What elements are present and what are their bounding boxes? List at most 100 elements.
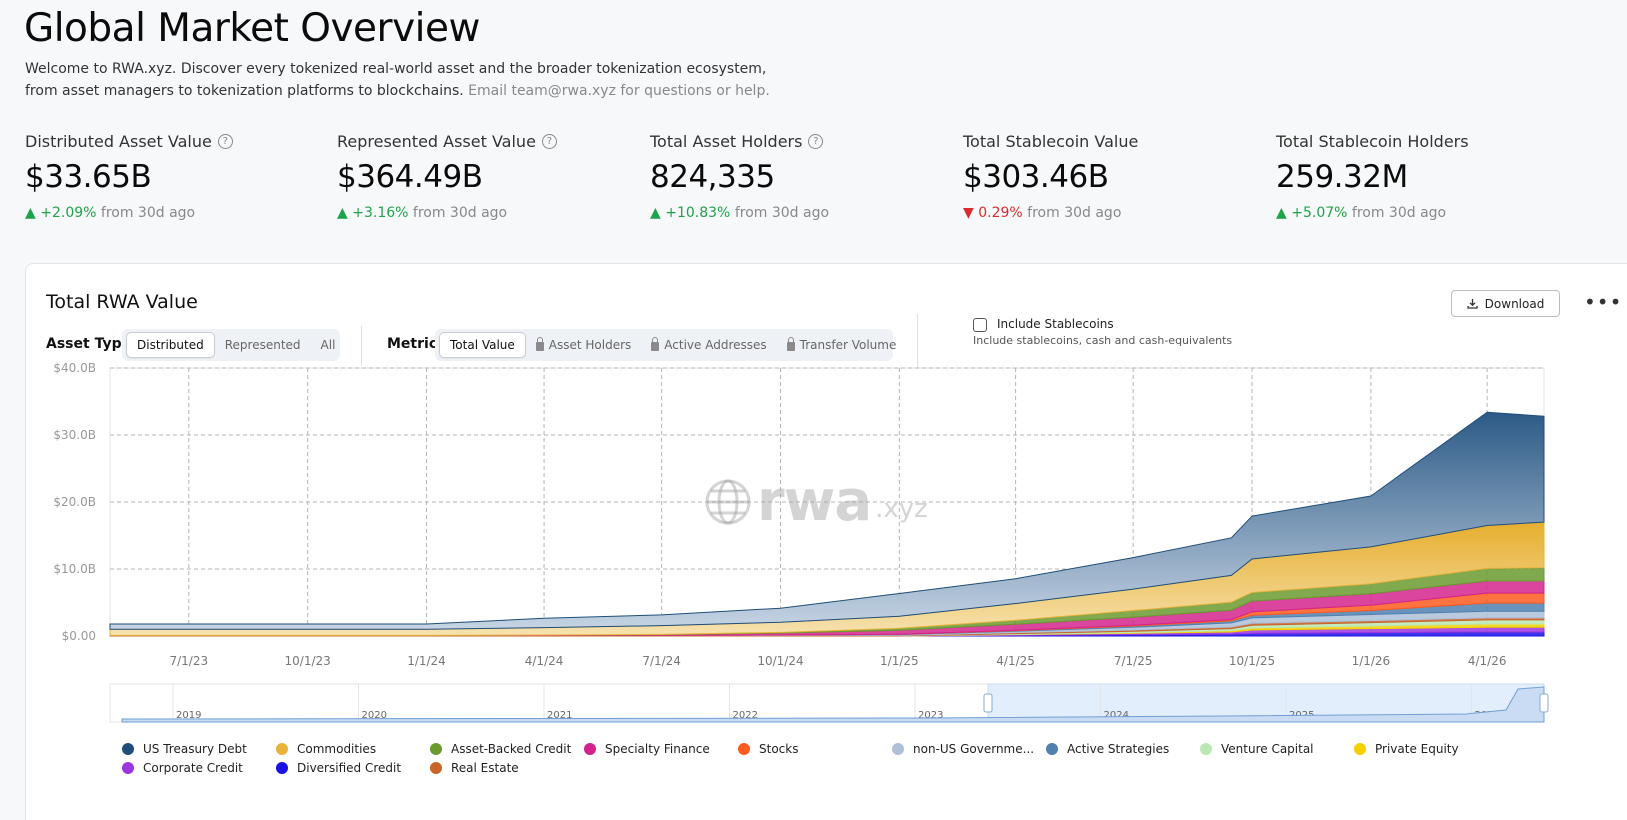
legend-item[interactable]: Specialty Finance (584, 742, 710, 756)
stat-since: from 30d ago (100, 205, 196, 221)
more-options-icon[interactable]: ••• (1584, 290, 1623, 314)
stat-label: Total Stablecoin Holders (1276, 132, 1469, 151)
legend-swatch (1200, 743, 1212, 755)
stat-since: from 30d ago (412, 205, 508, 221)
stat-total-stablecoin-holders: Total Stablecoin Holders 259.32M ▲ +5.07… (1276, 132, 1469, 221)
metric-asset-holders[interactable]: Asset Holders (526, 333, 642, 357)
legend-label: Real Estate (451, 761, 519, 775)
rwa-watermark: rwa .xyz (703, 469, 928, 534)
metric-total-value[interactable]: Total Value (439, 332, 526, 358)
legend-swatch (276, 743, 288, 755)
help-icon[interactable]: ? (217, 134, 233, 149)
legend-item[interactable]: non-US Governme... (892, 742, 1034, 756)
up-arrow-icon: ▲ (337, 205, 348, 221)
email-link[interactable]: Email team@rwa.xyz for questions or help… (468, 83, 770, 99)
download-icon (1467, 299, 1478, 309)
navigator-year-label: 2020 (362, 710, 387, 721)
stat-value: 259.32M (1276, 159, 1408, 195)
legend-item[interactable]: Asset-Backed Credit (430, 742, 571, 756)
navigator-sparkline (121, 686, 1545, 723)
asset-type-distributed[interactable]: Distributed (126, 332, 215, 358)
legend-label: Specialty Finance (605, 742, 710, 756)
up-arrow-icon: ▲ (650, 205, 661, 221)
stat-total-asset-holders: Total Asset Holders? 824,335 ▲ +10.83% f… (650, 132, 829, 221)
asset-type-represented[interactable]: Represented (224, 338, 301, 352)
x-tick-label: 7/1/25 (1114, 654, 1153, 668)
stat-label: Represented Asset Value (337, 132, 536, 151)
help-icon[interactable]: ? (541, 134, 557, 149)
stat-change: +5.07% (1291, 205, 1348, 221)
navigator-year-label: 2021 (547, 710, 572, 721)
y-tick-label: $20.0B (53, 495, 96, 509)
navigator-year-label: 2023 (918, 710, 943, 721)
lock-icon (786, 337, 795, 351)
download-button[interactable]: Download (1451, 290, 1560, 317)
download-label: Download (1484, 296, 1545, 311)
stat-since: from 30d ago (1027, 205, 1122, 221)
stat-change: 0.29% (978, 205, 1023, 221)
card-title: Total RWA Value (46, 291, 198, 313)
legend-label: Private Equity (1375, 742, 1459, 756)
navigator-year-label: 2022 (733, 710, 758, 721)
y-tick-label: $10.0B (53, 562, 96, 576)
include-stablecoins-checkbox[interactable] (973, 318, 987, 332)
stat-value: $33.65B (25, 159, 152, 195)
navigator-year-label: 2024 (1104, 710, 1129, 721)
stat-since: from 30d ago (1351, 205, 1447, 221)
area-series-us-treasury-debt (109, 411, 1545, 630)
y-tick-label: $0.00 (62, 629, 96, 643)
x-tick-label: 7/1/24 (642, 654, 681, 668)
legend-swatch (584, 743, 596, 755)
navigator-handle (983, 693, 993, 713)
help-icon[interactable]: ? (808, 134, 824, 149)
metric-transfer-volume[interactable]: Transfer Volume (777, 333, 907, 357)
x-tick-label: 7/1/23 (169, 654, 208, 668)
stat-value: $364.49B (337, 159, 483, 195)
stat-label: Total Asset Holders (650, 132, 803, 151)
asset-type-selector: Distributed Represented All (122, 329, 340, 361)
rwa-area-chart[interactable]: $0.00 $10.0B $20.0B $30.0B $40.0B 7/1/23 10/1/… (26, 264, 1627, 744)
watermark-sub: .xyz (875, 493, 928, 524)
stat-distributed-asset-value: Distributed Asset Value? $33.65B ▲ +2.09… (25, 132, 233, 221)
legend-item[interactable]: Venture Capital (1200, 742, 1314, 756)
x-tick-label: 1/1/24 (407, 654, 446, 668)
metric-selector: Total Value Asset Holders Active Address… (435, 329, 896, 361)
legend-item[interactable]: Private Equity (1354, 742, 1459, 756)
legend-swatch (1046, 743, 1058, 755)
asset-type-all[interactable]: All (320, 338, 336, 352)
metric-active-addresses[interactable]: Active Addresses (641, 333, 776, 357)
asset-type-label: Asset Type (46, 336, 132, 352)
x-tick-label: 1/1/25 (880, 654, 919, 668)
legend-swatch (892, 743, 904, 755)
legend-item[interactable]: Real Estate (430, 761, 519, 775)
x-tick-label: 1/1/26 (1352, 654, 1391, 668)
legend-label: Stocks (759, 742, 799, 756)
lock-icon (651, 337, 660, 351)
legend-swatch (738, 743, 750, 755)
legend-swatch (430, 762, 442, 774)
down-arrow-icon: ▼ (963, 205, 974, 221)
legend-item[interactable]: Diversified Credit (276, 761, 401, 775)
legend-item[interactable]: Commodities (276, 742, 376, 756)
metric-transfer-volume-label: Transfer Volume (799, 338, 897, 352)
navigator-handle (1539, 693, 1549, 713)
x-tick-label: 10/1/24 (757, 654, 803, 668)
legend-label: Asset-Backed Credit (451, 742, 572, 756)
legend-item[interactable]: Active Strategies (1046, 742, 1169, 756)
x-tick-label: 4/1/25 (996, 654, 1035, 668)
legend-item[interactable]: Stocks (738, 742, 798, 756)
watermark-text: rwa (757, 469, 872, 534)
stat-total-stablecoin-value: Total Stablecoin Value $303.46B ▼ 0.29% … (963, 132, 1138, 221)
legend-label: non-US Governme... (913, 742, 1035, 756)
legend-item[interactable]: Corporate Credit (122, 761, 243, 775)
legend-swatch (1354, 743, 1366, 755)
metric-active-addresses-label: Active Addresses (664, 338, 767, 352)
legend-label: Venture Capital (1221, 742, 1314, 756)
legend-label: Corporate Credit (143, 761, 243, 775)
stat-change: +3.16% (352, 205, 409, 221)
lock-icon (535, 337, 544, 351)
stat-label: Distributed Asset Value (25, 132, 212, 151)
y-tick-label: $30.0B (53, 428, 96, 442)
stat-value: 824,335 (650, 159, 775, 195)
legend-item[interactable]: US Treasury Debt (122, 742, 247, 756)
